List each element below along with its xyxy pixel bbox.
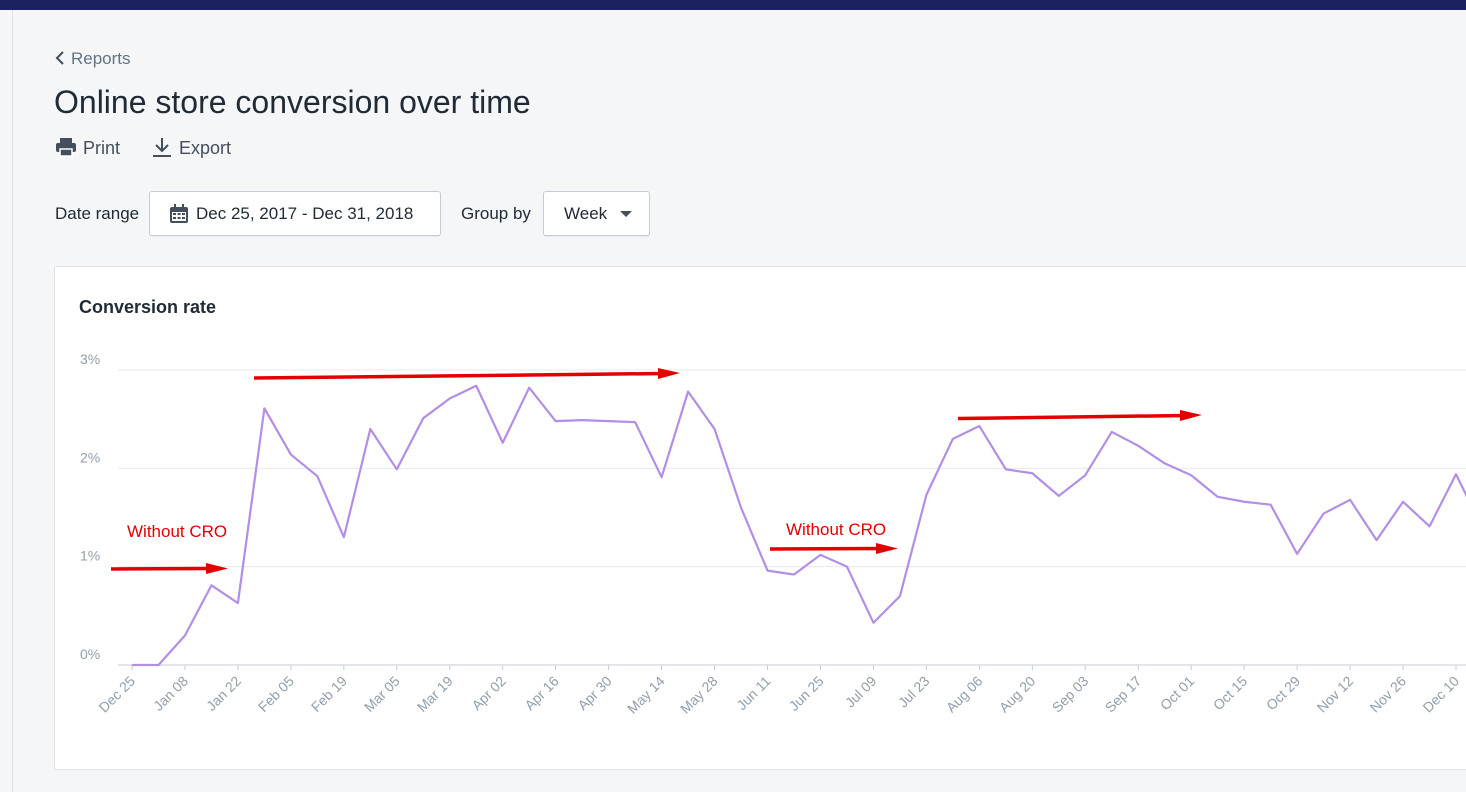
x-tick-label: Nov 26	[1366, 673, 1409, 716]
axes: 0% 1% 2% 3% Dec 25 Jan 08 Jan 22 Feb 05 Feb 19 Ma…	[80, 351, 1466, 717]
y-tick-label: 2%	[80, 449, 100, 465]
back-link[interactable]: Reports	[55, 49, 131, 69]
chart-title: Conversion rate	[79, 297, 216, 317]
arrow-head	[658, 368, 680, 379]
line	[132, 384, 1466, 667]
arrow	[110, 566, 213, 571]
group-by-value: Week	[564, 204, 608, 223]
y-tick-label: 1%	[80, 548, 100, 564]
arrow-head	[876, 543, 898, 554]
page-title: Online store conversion over time	[54, 84, 531, 120]
x-tick-label: Sep 03	[1049, 673, 1092, 716]
group-by-select[interactable]: Week	[543, 191, 650, 236]
x-tick-label: May 14	[624, 673, 668, 717]
print-text: Print	[83, 138, 121, 158]
x-tick-label: Jun 11	[733, 673, 773, 713]
x-tick-label: Mar 05	[361, 673, 403, 715]
annotation-text: Without CRO	[786, 520, 886, 539]
x-tick-label: Mar 19	[414, 673, 456, 715]
x-tick-label: Oct 15	[1210, 673, 1251, 714]
export-icon	[153, 138, 171, 157]
chart-card	[54, 266, 1466, 770]
date-range-label: Date range	[55, 204, 140, 223]
x-tick-label: Oct 29	[1263, 673, 1304, 714]
group-by-label: Group by	[461, 204, 531, 223]
print-icon	[56, 138, 76, 157]
x-tick-label: Aug 06	[943, 673, 986, 716]
x-tick-label: Dec 10	[1419, 673, 1462, 716]
x-tick-label: Apr 16	[521, 673, 562, 714]
arrow	[769, 546, 883, 551]
x-tick-label: Jul 09	[842, 673, 880, 711]
x-tick-label: May 28	[677, 673, 721, 717]
annotations: Without CRO Without CRO	[110, 368, 1202, 574]
export-text: Export	[179, 138, 232, 158]
x-tick-label: Nov 12	[1314, 673, 1357, 716]
x-tick-label: Feb 19	[308, 673, 350, 715]
caret-icon	[620, 211, 632, 217]
top-bar	[0, 0, 1466, 10]
arrow	[957, 413, 1187, 421]
x-tick-label: Jan 22	[203, 673, 244, 714]
y-tick-label: 0%	[80, 646, 100, 662]
sidebar-border	[12, 10, 13, 792]
x-tick-label: Sep 17	[1102, 673, 1145, 716]
arrow-head	[206, 563, 228, 574]
x-tick-label: Oct 01	[1157, 673, 1198, 714]
x-tick-label: Apr 02	[468, 673, 509, 714]
calendar-icon	[170, 204, 188, 223]
export-button[interactable]: Export	[151, 137, 231, 159]
x-tick-label: Apr 30	[574, 673, 615, 714]
x-tick-label: Jul 23	[895, 673, 933, 711]
x-tick-label: Jan 08	[150, 673, 191, 714]
x-tick-label: Aug 20	[996, 673, 1039, 716]
annotation-text: Without CRO	[127, 522, 227, 541]
date-range-picker[interactable]: Dec 25, 2017 - Dec 31, 2018	[149, 191, 441, 236]
arrow-head	[1180, 410, 1202, 421]
x-tick-label: Jun 25	[786, 673, 827, 714]
date-range-value: Dec 25, 2017 - Dec 31, 2018	[196, 204, 414, 223]
back-icon	[55, 51, 64, 65]
print-button[interactable]: Print	[55, 137, 120, 159]
back-text: Reports	[71, 49, 131, 68]
y-tick-label: 3%	[80, 351, 100, 367]
x-tick-label: Feb 05	[255, 673, 297, 715]
arrow	[253, 371, 665, 380]
x-tick-label: Dec 25	[95, 673, 138, 716]
